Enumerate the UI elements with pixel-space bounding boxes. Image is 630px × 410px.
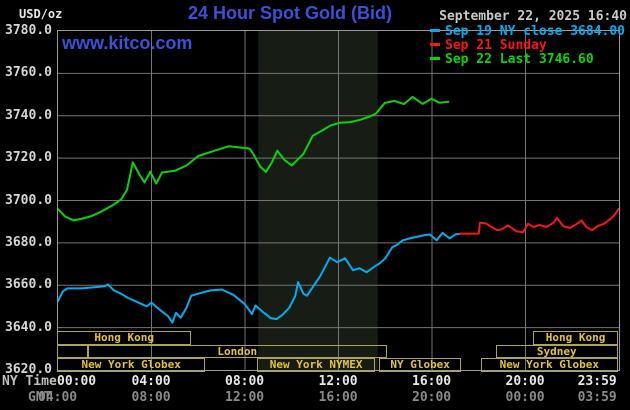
legend-item: Sep 22 Last 3746.60	[430, 52, 625, 67]
ny-time-axis-label: NY Time	[2, 374, 57, 389]
y-tick-label: 3780.0	[5, 23, 52, 38]
gmt-axis-label: GMT	[28, 390, 52, 405]
ny-time-tick: 20:00	[505, 374, 545, 389]
chart-canvas	[58, 31, 619, 370]
session-box-new-york-nymex: New York NYMEX	[257, 358, 375, 372]
ny-time-tick: 16:00	[412, 374, 452, 389]
gmt-time-tick: 12:00	[225, 390, 265, 405]
y-tick-label: 3740.0	[5, 107, 52, 123]
legend-label: Sep 22 Last 3746.60	[445, 52, 594, 67]
gmt-time-tick: 00:00	[505, 390, 545, 405]
kitco-watermark-link[interactable]: www.kitco.com	[62, 33, 193, 53]
session-box-new-york-globex: New York Globex	[57, 358, 206, 372]
page-title: 24 Hour Spot Gold (Bid)	[188, 3, 392, 23]
ny-time-tick: 08:00	[225, 374, 265, 389]
session-box-new-york-globex: New York Globex	[480, 358, 618, 372]
y-tick-label: 3640.0	[5, 319, 52, 335]
series-line	[459, 208, 619, 235]
legend-dash-icon	[430, 43, 440, 46]
series-line	[58, 231, 462, 324]
gmt-time-tick: 03:59	[577, 390, 617, 405]
series-line	[58, 95, 450, 222]
unit-label: USD/oz	[19, 7, 63, 21]
y-tick-label: 3700.0	[5, 192, 52, 208]
legend-item: Sep 19 NY close 3684.00	[430, 24, 626, 39]
session-box-sydney: Sydney	[495, 344, 618, 358]
y-tick-label: 3620.0	[5, 362, 52, 377]
datetime-label: September 22, 2025 16:40	[439, 9, 627, 24]
session-box-hong-kong: Hong Kong	[533, 331, 618, 345]
legend-label: Sep 19 NY close 3684.00	[445, 24, 626, 39]
legend-label: Sep 21 Sunday	[445, 38, 547, 53]
legend-dash-icon	[430, 29, 440, 32]
session-box	[57, 344, 88, 358]
gmt-time-tick: 16:00	[318, 390, 358, 405]
legend: Sep 19 NY close 3684.00 Sep 21 Sunday Sep …	[430, 24, 626, 67]
gmt-time-tick: 20:00	[412, 390, 452, 405]
y-tick-label: 3660.0	[5, 277, 52, 293]
y-tick-label: 3760.0	[5, 65, 52, 81]
legend-item: Sep 21 Sunday	[430, 38, 625, 53]
gmt-time-tick: 08:00	[131, 390, 171, 405]
ny-time-tick: 23:59	[577, 374, 617, 389]
ny-time-tick: 12:00	[318, 374, 358, 389]
session-box-hong-kong: Hong Kong	[57, 331, 192, 345]
plot-area	[57, 30, 620, 371]
session-box-london: London	[87, 344, 387, 358]
session-box-ny-globex: NY Globex	[378, 358, 462, 372]
ny-time-tick: 04:00	[131, 374, 171, 389]
legend-dash-icon	[430, 57, 440, 60]
ny-time-tick: 00:00	[57, 374, 97, 389]
y-tick-label: 3720.0	[5, 150, 52, 166]
gmt-time-tick: 04:00	[38, 390, 78, 405]
y-tick-label: 3680.0	[5, 234, 52, 250]
